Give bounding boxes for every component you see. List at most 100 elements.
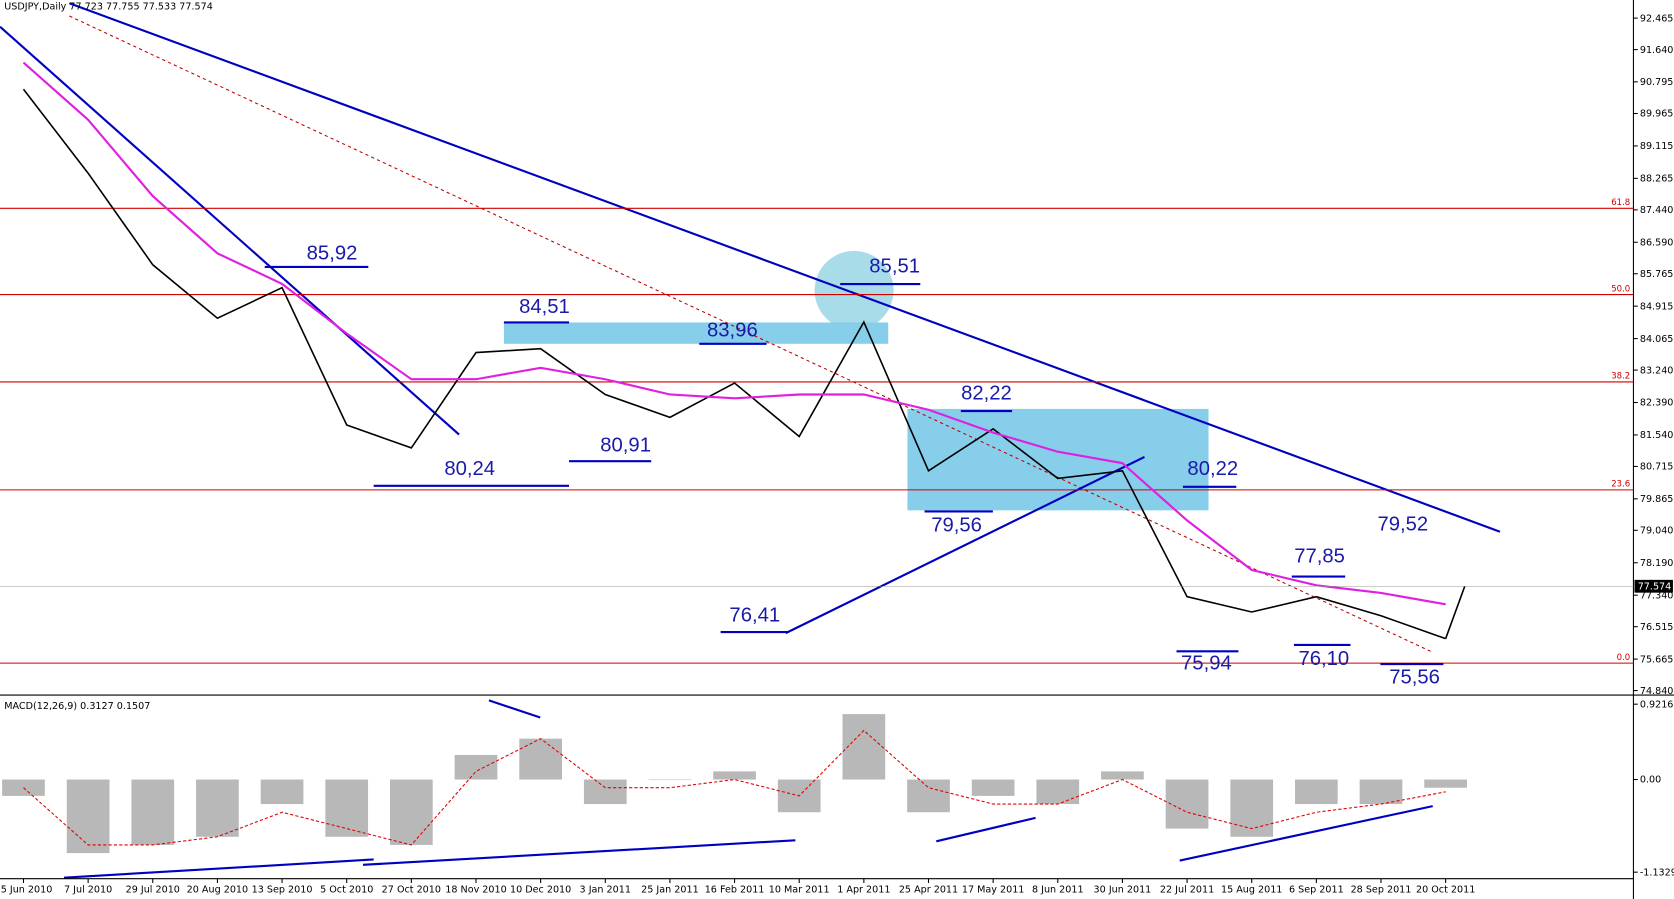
annotation: 76,10 — [1298, 648, 1349, 670]
annotation: 76,41 — [729, 604, 780, 626]
macd-bar — [325, 779, 369, 837]
chart-title: USDJPY,Daily 77.723 77.755 77.533 77.574 — [4, 2, 213, 13]
x-tick-label: 10 Mar 2011 — [769, 885, 830, 896]
macd-bar — [1295, 779, 1338, 805]
x-tick-label: 13 Sep 2010 — [252, 885, 313, 896]
macd-bar — [131, 779, 175, 845]
macd-bar — [454, 755, 498, 780]
y-tick-label: 84.065 — [1640, 334, 1674, 345]
macd-bar — [842, 714, 886, 780]
macd-trendline — [488, 699, 541, 719]
macd-bar — [196, 779, 239, 837]
y-tick-label: 88.265 — [1640, 174, 1674, 185]
y-tick-label: 86.590 — [1640, 237, 1674, 248]
macd-bar — [971, 779, 1015, 796]
x-tick-label: 18 Nov 2010 — [445, 885, 506, 896]
macd-tick-label: 0.00 — [1640, 775, 1661, 786]
macd-bar — [907, 779, 950, 813]
annotation: 79,52 — [1377, 514, 1428, 536]
macd-bar — [2, 779, 45, 796]
fib-label: 61.8 — [1611, 198, 1630, 208]
macd-bar — [583, 779, 627, 805]
y-tick-label: 76.515 — [1640, 622, 1674, 633]
annotation: 83,96 — [707, 319, 758, 341]
zone-box — [503, 322, 889, 344]
y-tick-label: 82.390 — [1640, 398, 1674, 409]
y-tick-label: 89.965 — [1640, 109, 1674, 120]
macd-signal — [23, 729, 1446, 846]
fib-label: 50.0 — [1611, 284, 1630, 294]
annotation: 75,56 — [1389, 666, 1440, 688]
macd-bar — [1359, 779, 1403, 805]
annotation: 77,85 — [1294, 546, 1345, 568]
macd-bar — [648, 779, 692, 781]
y-tick-label: 83.240 — [1640, 365, 1674, 376]
y-tick-label: 79.865 — [1640, 494, 1674, 505]
annotation: 80,22 — [1187, 458, 1238, 480]
macd-tick-label: 0.9216 — [1640, 699, 1674, 710]
x-tick-label: 16 Feb 2011 — [705, 885, 765, 896]
annotation: 85,92 — [307, 242, 358, 264]
macd-trendline — [936, 816, 1036, 843]
y-tick-label: 78.190 — [1640, 558, 1674, 569]
annotation: 75,94 — [1181, 652, 1232, 674]
last-price-box — [1634, 579, 1673, 593]
x-tick-label: 7 Jul 2010 — [64, 885, 112, 896]
x-tick-label: 25 Apr 2011 — [899, 885, 958, 896]
highlight-circle — [814, 250, 894, 330]
macd-bar — [1165, 779, 1209, 829]
y-tick-label: 89.115 — [1640, 141, 1674, 152]
annotation: 80,24 — [444, 458, 495, 480]
x-tick-label: 15 Jun 2010 — [0, 885, 52, 896]
x-tick-label: 25 Jan 2011 — [641, 885, 699, 896]
macd-bar — [713, 771, 756, 780]
y-tick-label: 79.040 — [1640, 526, 1674, 537]
annotation: 84,51 — [519, 296, 570, 318]
macd-bar — [1101, 771, 1144, 780]
x-tick-label: 3 Jan 2011 — [580, 885, 631, 896]
x-tick-label: 22 Jul 2011 — [1160, 885, 1214, 896]
macd-bar — [66, 779, 110, 854]
y-tick-label: 84.915 — [1640, 301, 1674, 312]
y-tick-label: 77.340 — [1640, 590, 1674, 601]
trendline — [69, 2, 1501, 533]
x-tick-label: 27 Oct 2010 — [382, 885, 441, 896]
annotation: 85,51 — [869, 255, 920, 277]
macd-trendline — [63, 858, 374, 879]
y-tick-label: 75.665 — [1640, 654, 1674, 665]
x-tick-label: 1 Apr 2011 — [837, 885, 890, 896]
x-tick-label: 30 Jun 2011 — [1094, 885, 1152, 896]
macd-trendline — [362, 839, 796, 866]
series-line — [22, 88, 1446, 640]
last-price-label: 77.574 — [1638, 581, 1672, 592]
series-line — [22, 61, 1446, 606]
trendline — [0, 25, 460, 436]
x-tick-label: 10 Dec 2010 — [510, 885, 571, 896]
x-tick-label: 28 Sep 2011 — [1351, 885, 1412, 896]
macd-bar — [1424, 779, 1467, 788]
x-tick-label: 5 Oct 2010 — [320, 885, 373, 896]
x-tick-label: 29 Jul 2010 — [126, 885, 180, 896]
macd-bar — [260, 779, 304, 805]
y-tick-label: 81.540 — [1640, 430, 1674, 441]
annotation: 82,22 — [961, 382, 1012, 404]
annotation: 79,56 — [931, 515, 982, 537]
x-tick-label: 17 May 2011 — [962, 885, 1025, 896]
macd-tick-label: -1.1329 — [1640, 867, 1674, 878]
y-tick-label: 90.795 — [1640, 77, 1674, 88]
y-tick-label: 91.640 — [1640, 45, 1674, 56]
macd-bar — [389, 779, 433, 845]
x-tick-label: 15 Aug 2011 — [1221, 885, 1282, 896]
x-tick-label: 6 Sep 2011 — [1289, 885, 1344, 896]
annotation: 80,91 — [600, 435, 651, 457]
fib-diagonal — [69, 15, 1431, 652]
fib-label: 23.6 — [1611, 480, 1630, 490]
macd-trendline — [1179, 805, 1433, 862]
x-tick-label: 20 Aug 2010 — [187, 885, 248, 896]
y-tick-label: 80.715 — [1640, 462, 1674, 473]
zone-box — [907, 408, 1209, 511]
macd-title: MACD(12,26,9) 0.3127 0.1507 — [4, 701, 150, 712]
fib-label: 38.2 — [1611, 372, 1630, 382]
y-tick-label: 92.465 — [1640, 13, 1674, 24]
